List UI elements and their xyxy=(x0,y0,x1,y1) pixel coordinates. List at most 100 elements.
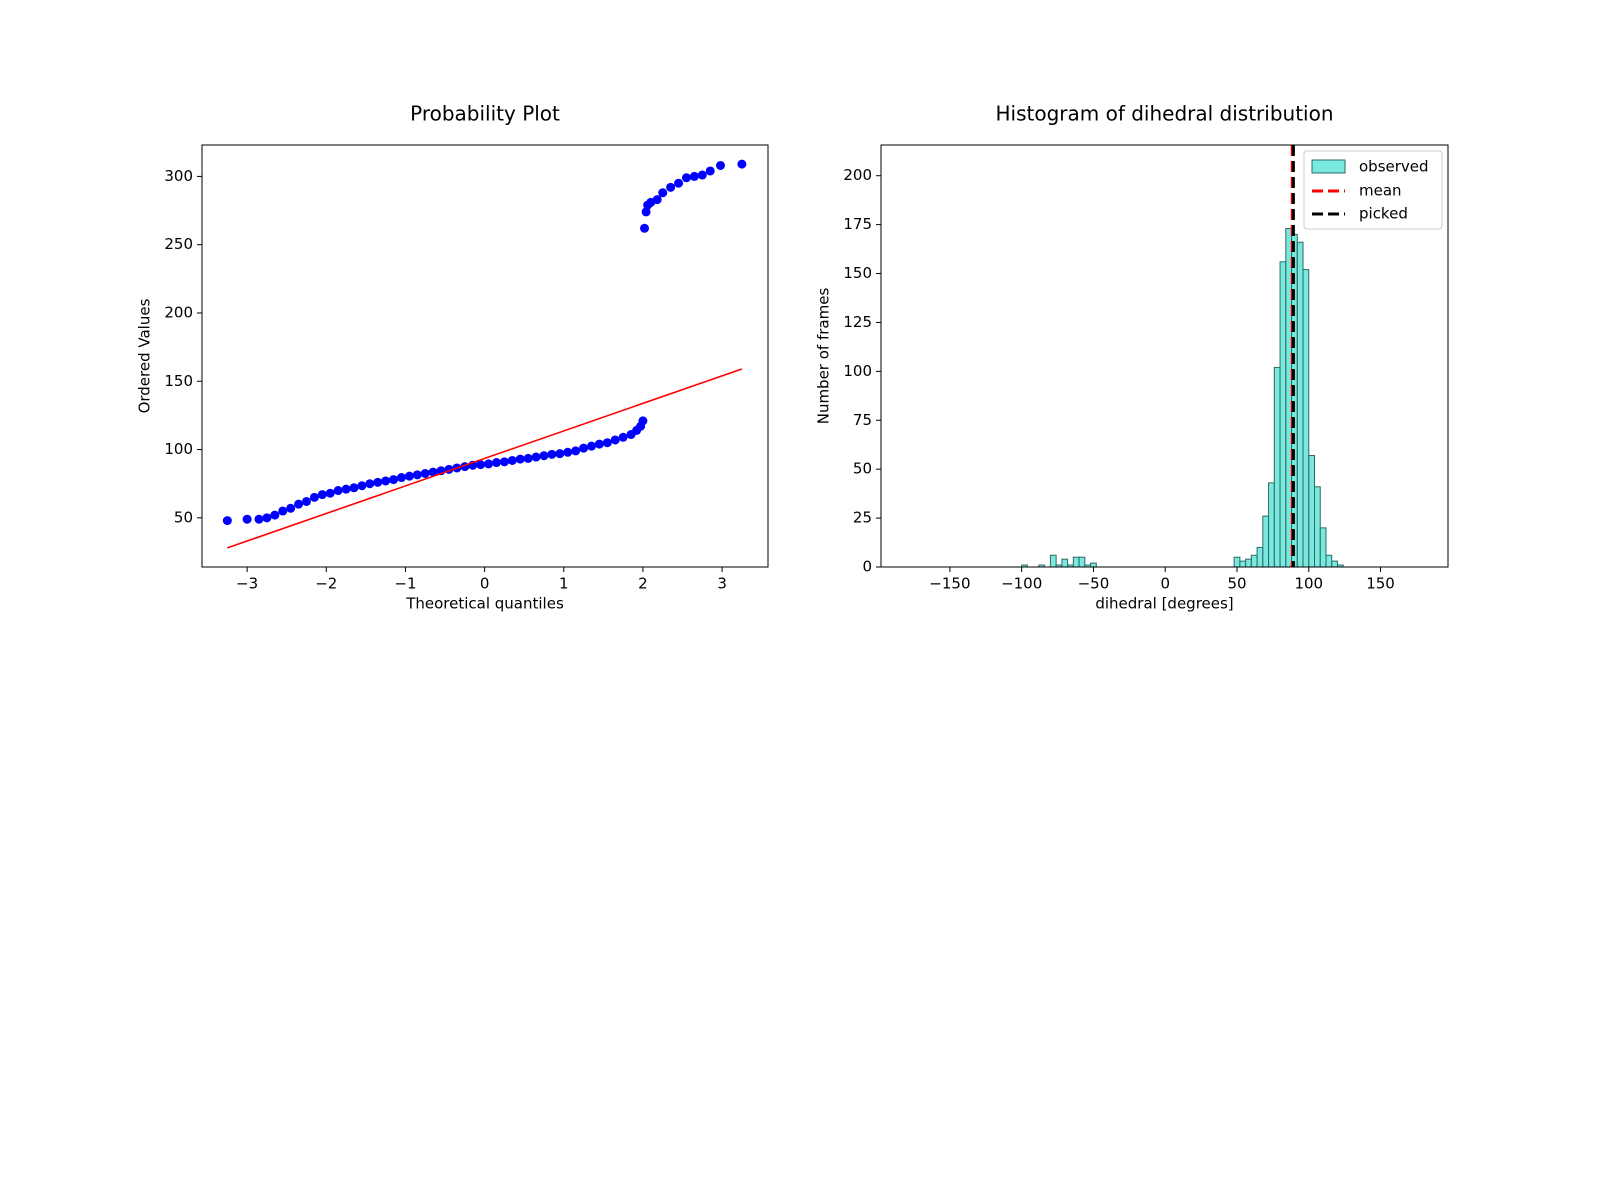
point xyxy=(357,481,367,491)
point xyxy=(666,182,676,192)
point xyxy=(515,454,525,464)
point xyxy=(349,483,359,493)
point xyxy=(594,439,604,449)
point xyxy=(618,432,628,442)
x-tick-label: 0 xyxy=(480,575,490,593)
y-tick-label: 0 xyxy=(862,558,872,576)
point xyxy=(579,443,589,453)
axes-frame xyxy=(880,144,1449,568)
x-tick-label: 3 xyxy=(717,575,727,593)
point xyxy=(638,416,648,426)
point xyxy=(507,455,517,465)
histogram-bar xyxy=(1331,560,1338,568)
histogram-bar xyxy=(1302,269,1310,568)
point xyxy=(689,171,699,181)
point xyxy=(301,496,311,506)
y-axis-label: Ordered Values xyxy=(136,298,154,413)
point xyxy=(262,513,272,523)
histogram-bar xyxy=(1090,562,1097,568)
y-tick-label: 50 xyxy=(853,460,872,478)
histogram-bar xyxy=(1262,515,1270,568)
histogram-bar xyxy=(1285,228,1293,568)
y-tick-label: 200 xyxy=(843,166,872,184)
y-tick-label: 25 xyxy=(853,509,872,527)
x-tick-label: 50 xyxy=(1227,575,1246,593)
legend-label: picked xyxy=(1359,205,1408,223)
x-tick-label: −50 xyxy=(1078,575,1110,593)
histogram-bar xyxy=(1296,241,1304,568)
x-tick-label: 1 xyxy=(559,575,569,593)
legend-label: mean xyxy=(1359,182,1402,200)
point xyxy=(571,446,581,456)
y-axis-label: Number of frames xyxy=(815,288,833,425)
point xyxy=(640,223,650,233)
point xyxy=(286,503,296,513)
point xyxy=(317,490,327,500)
histogram-bar xyxy=(1314,486,1321,568)
point xyxy=(491,458,501,468)
point xyxy=(641,207,651,217)
y-tick-label: 250 xyxy=(164,235,193,253)
x-tick-label: −1 xyxy=(394,575,416,593)
point xyxy=(681,173,691,183)
point xyxy=(716,160,726,170)
point xyxy=(254,514,264,524)
point xyxy=(563,447,573,457)
point xyxy=(547,449,557,459)
point xyxy=(278,506,288,516)
point xyxy=(652,195,662,205)
x-tick-label: −3 xyxy=(236,575,258,593)
y-tick-label: 300 xyxy=(164,167,193,185)
point xyxy=(333,486,343,496)
x-tick-label: 150 xyxy=(1366,575,1395,593)
point xyxy=(389,475,399,485)
point xyxy=(381,476,391,486)
point xyxy=(325,488,335,498)
histogram-bar xyxy=(1049,554,1057,568)
x-tick-label: −100 xyxy=(1001,575,1042,593)
point xyxy=(294,499,304,509)
y-tick-label: 200 xyxy=(164,303,193,321)
y-tick-label: 50 xyxy=(174,508,193,526)
histogram-bar xyxy=(1245,558,1252,568)
point xyxy=(586,441,596,451)
y-tick-label: 150 xyxy=(843,264,872,282)
histogram-bar xyxy=(1279,261,1287,568)
x-tick-label: 2 xyxy=(638,575,648,593)
histogram-bar xyxy=(1273,366,1281,568)
histogram-bar xyxy=(1250,554,1258,568)
point xyxy=(705,166,715,176)
histogram-bar xyxy=(1325,554,1333,568)
y-tick-label: 150 xyxy=(164,372,193,390)
point xyxy=(396,473,406,483)
axes-frame xyxy=(201,144,769,568)
point xyxy=(341,484,351,494)
histogram-bar xyxy=(1239,560,1247,568)
point xyxy=(270,510,280,520)
point xyxy=(531,452,541,462)
point xyxy=(674,178,684,188)
x-tick-label: 100 xyxy=(1294,575,1323,593)
x-axis-label: dihedral [degrees] xyxy=(1095,595,1233,613)
point xyxy=(484,459,494,469)
point xyxy=(428,467,438,477)
y-tick-label: 100 xyxy=(164,440,193,458)
point xyxy=(658,188,668,198)
point xyxy=(737,159,747,169)
point xyxy=(412,470,422,480)
point xyxy=(697,170,707,180)
point xyxy=(373,477,383,487)
y-tick-label: 75 xyxy=(853,411,872,429)
x-tick-label: −2 xyxy=(315,575,337,593)
histogram-bar xyxy=(1061,558,1069,568)
histogram-bar xyxy=(1256,546,1264,568)
y-tick-label: 100 xyxy=(843,362,872,380)
histogram-bar xyxy=(1308,454,1316,568)
point xyxy=(523,453,533,463)
point xyxy=(602,438,612,448)
histogram-bar xyxy=(1072,556,1080,568)
chart-title: Histogram of dihedral distribution xyxy=(995,102,1333,126)
fit-line xyxy=(227,368,743,549)
histogram-bar xyxy=(1268,482,1275,568)
point xyxy=(420,468,430,478)
